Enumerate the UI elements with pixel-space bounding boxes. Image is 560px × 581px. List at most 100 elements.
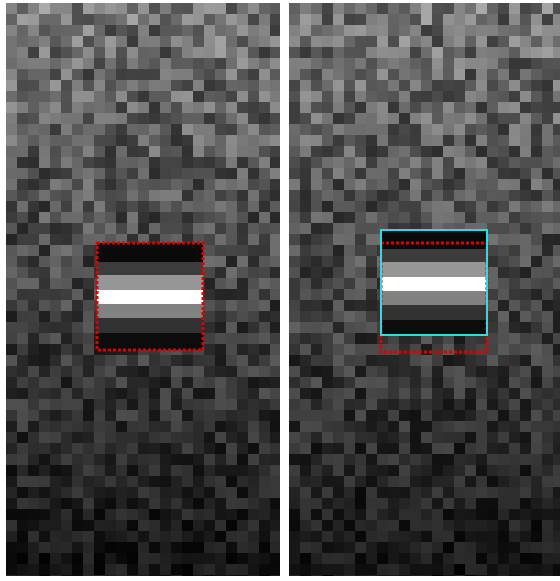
noise-pixel — [215, 322, 226, 333]
noise-pixel — [127, 498, 138, 509]
noise-pixel — [311, 201, 322, 212]
noise-pixel — [432, 91, 443, 102]
noise-pixel — [17, 3, 28, 14]
noise-pixel — [105, 47, 116, 58]
noise-pixel — [388, 102, 399, 113]
noise-pixel — [333, 454, 344, 465]
noise-pixel — [116, 564, 127, 575]
noise-pixel — [182, 542, 193, 553]
noise-pixel — [553, 498, 560, 509]
noise-pixel — [105, 25, 116, 36]
noise-pixel — [432, 509, 443, 520]
noise-pixel — [399, 212, 410, 223]
noise-pixel — [421, 575, 432, 576]
noise-pixel — [204, 465, 215, 476]
noise-pixel — [553, 421, 560, 432]
noise-pixel — [17, 311, 28, 322]
noise-pixel — [226, 498, 237, 509]
noise-pixel — [226, 267, 237, 278]
noise-pixel — [311, 498, 322, 509]
noise-pixel — [421, 124, 432, 135]
noise-pixel — [105, 69, 116, 80]
noise-pixel — [355, 179, 366, 190]
noise-pixel — [542, 531, 553, 542]
noise-pixel — [542, 3, 553, 14]
noise-pixel — [28, 146, 39, 157]
noise-pixel — [28, 289, 39, 300]
noise-pixel — [388, 531, 399, 542]
noise-pixel — [443, 553, 454, 564]
noise-pixel — [204, 3, 215, 14]
noise-pixel — [311, 432, 322, 443]
noise-pixel — [193, 25, 204, 36]
noise-pixel — [454, 91, 465, 102]
noise-pixel — [149, 553, 160, 564]
noise-pixel — [171, 388, 182, 399]
noise-pixel — [509, 36, 520, 47]
noise-pixel — [487, 388, 498, 399]
noise-pixel — [17, 410, 28, 421]
noise-pixel — [498, 212, 509, 223]
noise-pixel — [366, 69, 377, 80]
noise-pixel — [226, 91, 237, 102]
noise-pixel — [6, 113, 17, 124]
noise-pixel — [182, 135, 193, 146]
noise-pixel — [204, 487, 215, 498]
noise-pixel — [311, 388, 322, 399]
noise-pixel — [333, 212, 344, 223]
noise-pixel — [83, 201, 94, 212]
noise-pixel — [531, 212, 542, 223]
noise-pixel — [149, 454, 160, 465]
noise-pixel — [410, 520, 421, 531]
noise-pixel — [17, 168, 28, 179]
noise-pixel — [237, 157, 248, 168]
noise-pixel — [105, 531, 116, 542]
noise-pixel — [127, 476, 138, 487]
noise-pixel — [498, 454, 509, 465]
noise-pixel — [311, 124, 322, 135]
noise-pixel — [454, 157, 465, 168]
noise-pixel — [237, 234, 248, 245]
noise-pixel — [226, 124, 237, 135]
noise-pixel — [270, 399, 280, 410]
noise-pixel — [498, 223, 509, 234]
noise-pixel — [542, 355, 553, 366]
noise-pixel — [17, 542, 28, 553]
noise-pixel — [487, 553, 498, 564]
noise-pixel — [487, 498, 498, 509]
noise-pixel — [531, 135, 542, 146]
noise-pixel — [270, 300, 280, 311]
noise-pixel — [39, 289, 50, 300]
noise-pixel — [520, 399, 531, 410]
noise-pixel — [553, 399, 560, 410]
noise-pixel — [487, 432, 498, 443]
noise-pixel — [204, 333, 215, 344]
noise-pixel — [300, 344, 311, 355]
noise-pixel — [520, 553, 531, 564]
noise-pixel — [248, 542, 259, 553]
noise-pixel — [410, 377, 421, 388]
noise-pixel — [542, 80, 553, 91]
noise-pixel — [248, 498, 259, 509]
noise-pixel — [311, 190, 322, 201]
noise-pixel — [542, 124, 553, 135]
noise-pixel — [94, 201, 105, 212]
noise-pixel — [531, 14, 542, 25]
noise-pixel — [366, 377, 377, 388]
noise-pixel — [72, 344, 83, 355]
noise-pixel — [182, 465, 193, 476]
noise-pixel — [311, 410, 322, 421]
noise-pixel — [237, 256, 248, 267]
noise-pixel — [149, 388, 160, 399]
noise-pixel — [204, 102, 215, 113]
noise-pixel — [127, 190, 138, 201]
noise-pixel — [476, 498, 487, 509]
noise-pixel — [366, 256, 377, 267]
noise-pixel — [17, 146, 28, 157]
noise-pixel — [322, 421, 333, 432]
noise-pixel — [300, 377, 311, 388]
noise-pixel — [300, 421, 311, 432]
noise-pixel — [72, 432, 83, 443]
noise-pixel — [377, 3, 388, 14]
noise-pixel — [498, 245, 509, 256]
